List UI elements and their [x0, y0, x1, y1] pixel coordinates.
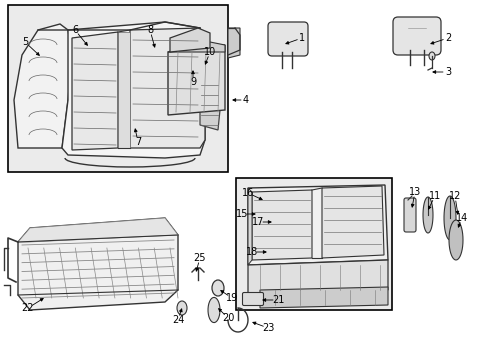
Text: 1: 1 [298, 33, 305, 43]
Text: 15: 15 [235, 209, 248, 219]
Text: 10: 10 [203, 47, 216, 57]
Polygon shape [422, 197, 432, 233]
Text: 7: 7 [135, 137, 141, 147]
Polygon shape [200, 75, 222, 130]
Text: 5: 5 [22, 37, 28, 47]
Text: 21: 21 [271, 295, 284, 305]
Bar [236, 178, 391, 310]
Text: 8: 8 [146, 25, 153, 35]
Polygon shape [72, 32, 118, 150]
Polygon shape [448, 220, 462, 260]
Text: 24: 24 [171, 315, 184, 325]
Text: 12: 12 [448, 191, 460, 201]
Ellipse shape [428, 52, 434, 60]
Text: 3: 3 [444, 67, 450, 77]
Text: 2: 2 [444, 33, 450, 43]
Text: 6: 6 [72, 25, 78, 35]
Polygon shape [168, 40, 224, 52]
Text: 14: 14 [455, 213, 467, 223]
Polygon shape [207, 297, 220, 323]
Polygon shape [14, 24, 72, 148]
Text: 18: 18 [245, 247, 258, 257]
Polygon shape [18, 218, 178, 310]
Text: 20: 20 [222, 313, 234, 323]
Bar [8, 5, 227, 172]
Text: 23: 23 [261, 323, 274, 333]
Polygon shape [247, 185, 387, 265]
Text: 9: 9 [189, 77, 196, 87]
FancyBboxPatch shape [242, 292, 263, 306]
Polygon shape [18, 218, 178, 242]
Polygon shape [62, 22, 204, 158]
Polygon shape [251, 190, 311, 260]
Text: 22: 22 [21, 303, 34, 313]
Polygon shape [170, 28, 209, 52]
Polygon shape [443, 196, 455, 240]
Text: 16: 16 [242, 188, 254, 198]
Text: 11: 11 [428, 191, 440, 201]
FancyBboxPatch shape [392, 17, 440, 55]
Polygon shape [130, 28, 204, 148]
FancyBboxPatch shape [267, 22, 307, 56]
Polygon shape [227, 28, 240, 58]
Polygon shape [260, 287, 387, 308]
Ellipse shape [212, 280, 224, 296]
Polygon shape [168, 45, 224, 115]
Polygon shape [247, 188, 251, 265]
Polygon shape [247, 260, 387, 295]
Polygon shape [321, 186, 383, 258]
Bar [118, 32, 130, 148]
Text: 25: 25 [193, 253, 206, 263]
Text: 17: 17 [251, 217, 264, 227]
FancyBboxPatch shape [403, 198, 415, 232]
Text: 19: 19 [225, 293, 238, 303]
Text: 13: 13 [408, 187, 420, 197]
Ellipse shape [177, 301, 186, 315]
Text: 4: 4 [243, 95, 248, 105]
